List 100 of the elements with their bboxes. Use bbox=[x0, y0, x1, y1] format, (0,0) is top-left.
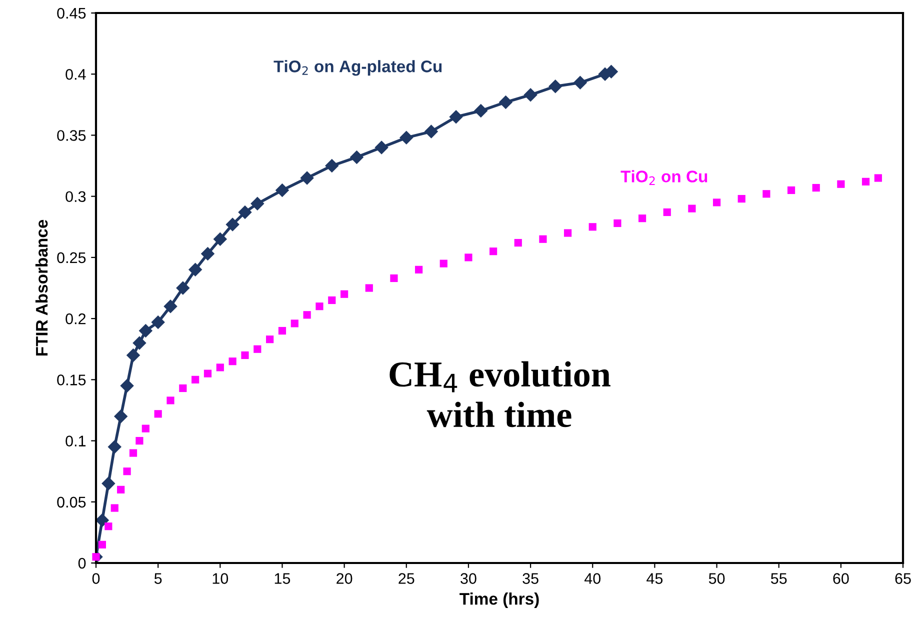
x-tick-label: 50 bbox=[708, 573, 725, 584]
point bbox=[300, 171, 314, 185]
point bbox=[290, 320, 298, 328]
point bbox=[254, 345, 262, 353]
y-tick-label: 0.35 bbox=[57, 130, 86, 141]
x-tick-label: 30 bbox=[460, 573, 476, 584]
point bbox=[102, 476, 116, 490]
point bbox=[204, 370, 212, 378]
point bbox=[96, 514, 109, 527]
point bbox=[120, 379, 134, 392]
x-tick-label: 10 bbox=[212, 573, 228, 584]
point bbox=[136, 436, 144, 445]
point bbox=[787, 186, 796, 194]
point bbox=[154, 410, 162, 418]
point bbox=[514, 238, 522, 247]
point bbox=[548, 80, 562, 93]
y-tick-label: 0.15 bbox=[57, 374, 86, 386]
point bbox=[328, 296, 336, 304]
x-tick-label: 20 bbox=[336, 573, 352, 584]
point bbox=[449, 110, 463, 124]
series-label: TiO$_{2}$ on Cu bbox=[620, 170, 708, 185]
point bbox=[214, 232, 227, 246]
x-axis-title: Time (hrs) bbox=[460, 592, 539, 608]
y-tick-label: 0 bbox=[78, 558, 86, 569]
point bbox=[489, 248, 498, 256]
x-tick-label: 5 bbox=[154, 573, 162, 584]
point bbox=[123, 468, 131, 476]
y-tick-label: 0.25 bbox=[57, 252, 86, 264]
point bbox=[762, 190, 770, 198]
point bbox=[303, 311, 311, 319]
point bbox=[350, 150, 364, 164]
point bbox=[499, 96, 512, 109]
point bbox=[238, 206, 252, 219]
point bbox=[201, 247, 214, 260]
point bbox=[132, 336, 146, 350]
point bbox=[139, 324, 152, 338]
point bbox=[250, 197, 264, 210]
point bbox=[142, 424, 150, 432]
x-tick-label: 45 bbox=[646, 573, 663, 584]
point bbox=[92, 553, 100, 561]
point bbox=[862, 178, 870, 186]
point bbox=[110, 504, 118, 512]
point bbox=[192, 376, 200, 384]
x-tick-label: 60 bbox=[833, 573, 849, 584]
point bbox=[188, 263, 202, 276]
point bbox=[98, 540, 106, 548]
point bbox=[104, 522, 112, 530]
y-tick-label: 0.05 bbox=[57, 496, 86, 508]
point bbox=[226, 218, 240, 232]
point bbox=[108, 440, 122, 454]
text: TiO$_{2}$ on Ag-plated Cu bbox=[274, 60, 442, 76]
point bbox=[837, 180, 845, 188]
point bbox=[663, 208, 671, 216]
point bbox=[164, 300, 178, 313]
point bbox=[688, 204, 696, 212]
point bbox=[151, 316, 165, 329]
x-tick-label: 65 bbox=[895, 573, 911, 584]
point bbox=[738, 194, 746, 203]
point bbox=[216, 364, 224, 372]
y-tick-label: 0.45 bbox=[57, 8, 86, 19]
point bbox=[812, 184, 820, 192]
x-tick-label: 0 bbox=[92, 573, 100, 584]
point bbox=[114, 410, 128, 423]
point bbox=[278, 326, 286, 335]
point bbox=[574, 76, 587, 90]
x-tick-label: 55 bbox=[770, 573, 787, 584]
y-tick-label: 0.3 bbox=[66, 191, 86, 202]
x-tick-label: 35 bbox=[522, 573, 538, 584]
y-tick-label: 0.2 bbox=[66, 313, 86, 324]
point bbox=[638, 214, 646, 222]
annotation: CH$_{4}$ evolution with time bbox=[390, 361, 610, 428]
point bbox=[365, 284, 373, 292]
x-tick-label: 15 bbox=[274, 573, 290, 584]
point bbox=[117, 486, 125, 494]
point bbox=[414, 266, 423, 274]
point bbox=[266, 336, 274, 344]
point bbox=[874, 174, 882, 182]
point bbox=[241, 351, 249, 360]
point bbox=[276, 184, 289, 197]
point bbox=[564, 229, 572, 237]
point bbox=[374, 140, 388, 154]
point bbox=[614, 219, 622, 228]
point bbox=[325, 159, 338, 172]
point bbox=[464, 254, 472, 262]
point bbox=[176, 281, 190, 295]
point bbox=[390, 274, 398, 282]
point bbox=[712, 198, 721, 206]
y-tick-label: 0.4 bbox=[66, 68, 86, 80]
x-tick-label: 25 bbox=[398, 573, 414, 584]
point bbox=[524, 88, 538, 102]
point bbox=[179, 384, 187, 392]
point bbox=[126, 348, 140, 362]
y-axis-title: FTIR Absorbance bbox=[35, 220, 48, 356]
point bbox=[440, 260, 448, 268]
point bbox=[474, 104, 488, 118]
y-tick-label: 0.1 bbox=[66, 436, 86, 446]
point bbox=[129, 449, 138, 457]
point bbox=[588, 223, 596, 231]
point bbox=[424, 124, 438, 138]
point bbox=[228, 358, 236, 366]
